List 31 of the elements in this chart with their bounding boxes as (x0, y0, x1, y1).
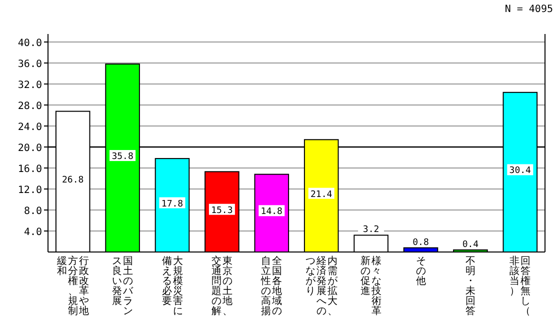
category-label: 回答権無し（非該当） (510, 256, 531, 317)
category-label: 全国各地域の自立性の高揚 (261, 256, 282, 317)
category-label: 行政改革や地方分権、規制緩和 (56, 256, 89, 317)
data-label: 0.8 (412, 238, 429, 248)
category-label: 東京の土地、交通問題の解 (211, 256, 232, 317)
x-tick-label: 不明・未回答 (464, 256, 476, 317)
data-label: 14.8 (260, 207, 282, 218)
y-tick-label: 20.0 (18, 143, 42, 154)
data-label: 35.8 (112, 152, 134, 162)
y-tick-label: 8.0 (24, 206, 42, 217)
y-tick-label: 12.0 (18, 185, 42, 196)
y-tick-label: 36.0 (18, 59, 42, 70)
category-label: 大規模災害に備える必要 (162, 256, 183, 317)
text: N = 4095 (504, 4, 553, 15)
data-label: 17.8 (161, 199, 184, 210)
y-tick-label: 40.0 (18, 38, 42, 49)
y-tick-label: 16.0 (18, 164, 42, 175)
data-label: 15.3 (211, 206, 233, 216)
data-label: 3.2 (362, 225, 380, 236)
data-label: 26.8 (62, 176, 84, 186)
category-label: 国土のバランス良い発展 (112, 256, 134, 317)
y-tick-label: 24.0 (18, 122, 42, 133)
category-label: 内需が拡大、経済発展へのつながり (305, 256, 338, 317)
x-tick-label: その他 (415, 256, 426, 289)
y-tick-label: 32.0 (18, 80, 42, 91)
data-label: 0.4 (462, 240, 479, 250)
category-label: 様々な技術革新の促進 (360, 256, 382, 317)
y-tick-label: 28.0 (18, 101, 42, 112)
data-label: 21.4 (310, 190, 332, 200)
y-tick-label: 4.0 (24, 227, 42, 238)
data-label: 30.4 (509, 166, 531, 176)
